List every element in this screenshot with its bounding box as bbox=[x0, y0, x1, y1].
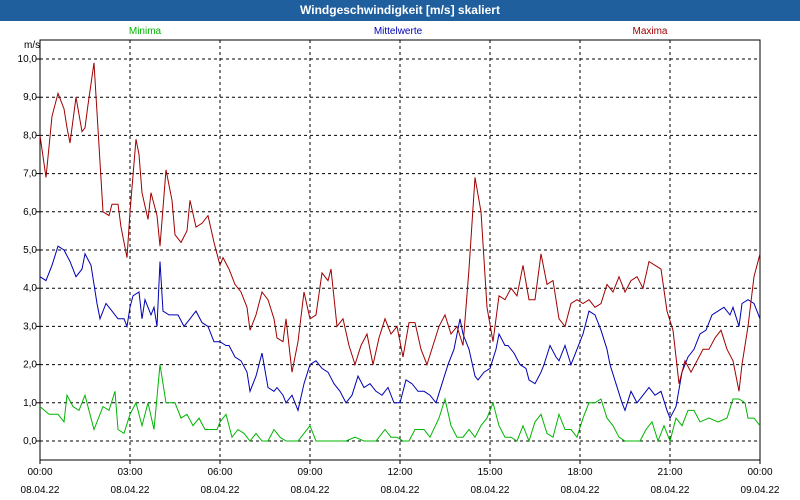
x-tick-time: 00:00 bbox=[747, 467, 772, 478]
x-tick-date: 08.04.22 bbox=[291, 485, 330, 496]
x-tick-date: 08.04.22 bbox=[111, 485, 150, 496]
x-tick-time: 03:00 bbox=[117, 467, 142, 478]
x-tick-date: 08.04.22 bbox=[561, 485, 600, 496]
x-tick-time: 09:00 bbox=[297, 467, 322, 478]
series-line-mittelwerte bbox=[39, 245, 761, 420]
window-title: Windgeschwindigkeit [m/s] skaliert bbox=[0, 0, 800, 21]
x-tick-date: 08.04.22 bbox=[21, 485, 60, 496]
y-tick-label: 5,0 bbox=[23, 245, 37, 256]
y-tick-label: 4,0 bbox=[23, 283, 37, 294]
x-tick-time: 15:00 bbox=[477, 467, 502, 478]
y-tick-label: 8,0 bbox=[23, 130, 37, 141]
legend-maxima: Maxima bbox=[632, 26, 667, 37]
legend-mittelwerte: Mittelwerte bbox=[374, 26, 423, 37]
y-tick-label: 3,0 bbox=[23, 321, 37, 332]
x-tick-date: 08.04.22 bbox=[201, 485, 240, 496]
y-tick-label: 6,0 bbox=[23, 207, 37, 218]
legend-minima: Minima bbox=[129, 26, 162, 37]
y-tick-label: 10,0 bbox=[18, 54, 38, 65]
x-tick-date: 08.04.22 bbox=[471, 485, 510, 496]
x-tick-time: 21:00 bbox=[657, 467, 682, 478]
y-tick-label: 0,0 bbox=[23, 436, 37, 447]
x-tick-date: 08.04.22 bbox=[381, 485, 420, 496]
y-tick-label: 1,0 bbox=[23, 398, 37, 409]
series-line-minima bbox=[39, 364, 761, 443]
x-tick-date: 08.04.22 bbox=[651, 485, 690, 496]
y-axis-label: m/s bbox=[24, 40, 40, 51]
x-tick-time: 00:00 bbox=[27, 467, 52, 478]
series-line-maxima bbox=[39, 62, 761, 392]
x-tick-date: 09.04.22 bbox=[741, 485, 780, 496]
y-tick-label: 2,0 bbox=[23, 360, 37, 371]
y-tick-label: 7,0 bbox=[23, 169, 37, 180]
x-tick-time: 06:00 bbox=[207, 467, 232, 478]
y-tick-label: 9,0 bbox=[23, 92, 37, 103]
x-tick-time: 18:00 bbox=[567, 467, 592, 478]
x-tick-time: 12:00 bbox=[387, 467, 412, 478]
